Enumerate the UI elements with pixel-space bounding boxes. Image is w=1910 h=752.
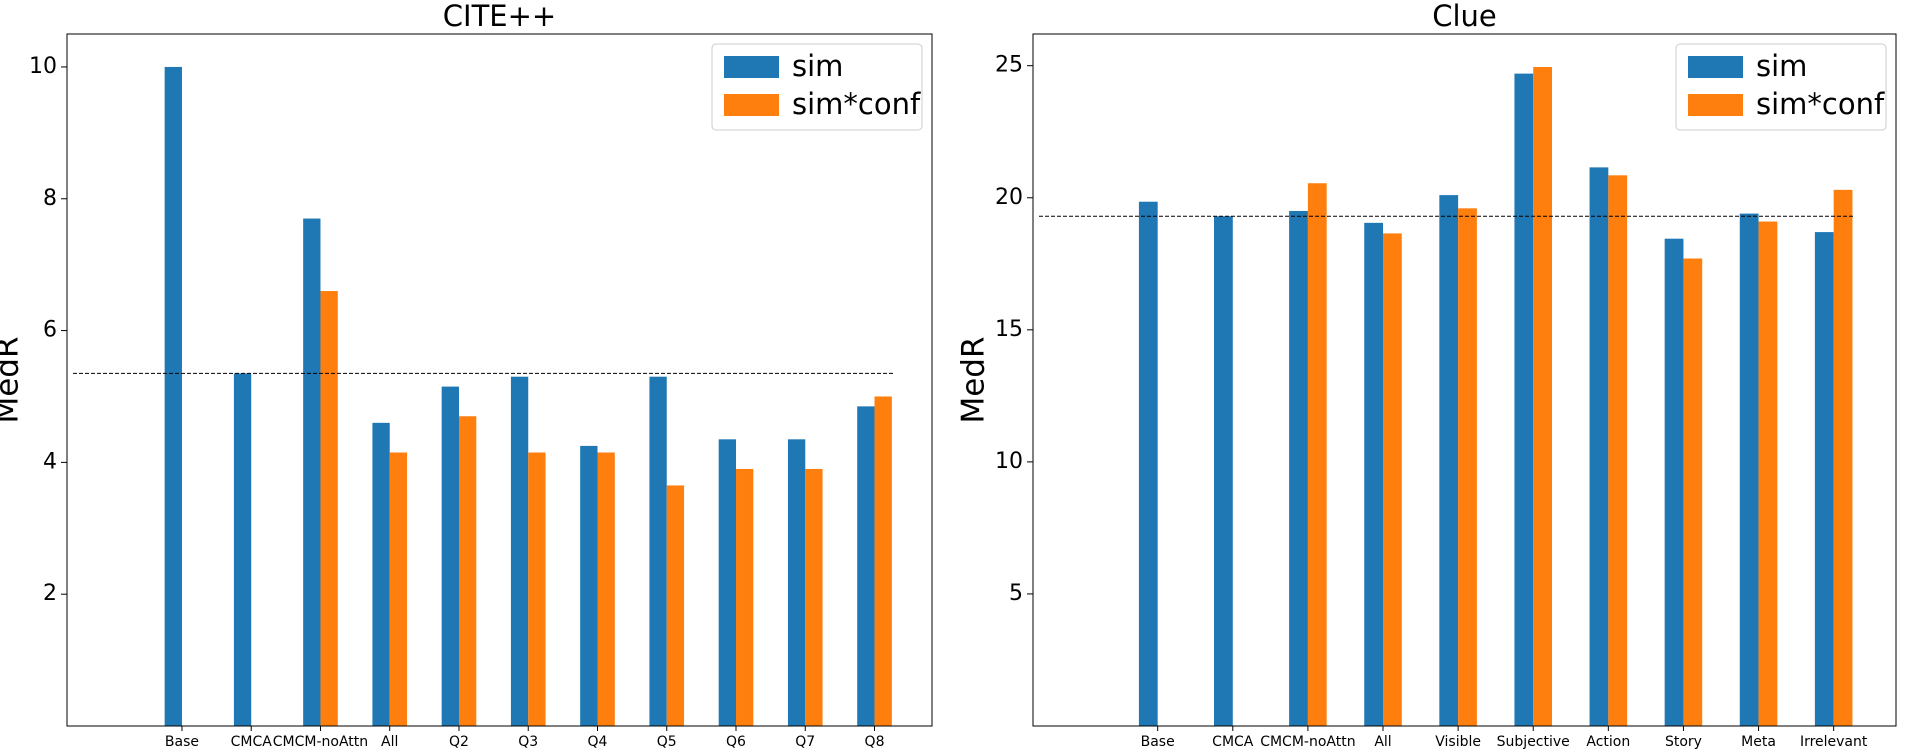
x-tick-label: CMCA <box>1212 734 1254 750</box>
bar <box>1814 232 1834 726</box>
x-tick-label: Q6 <box>726 734 746 750</box>
bar <box>458 416 477 726</box>
bar <box>1458 208 1477 726</box>
legend-swatch <box>724 94 779 116</box>
x-tick-label: Q2 <box>449 734 469 750</box>
y-tick-label: 10 <box>29 54 57 79</box>
bar <box>1439 195 1459 726</box>
bar <box>1833 189 1853 727</box>
y-tick-label: 5 <box>1009 581 1023 606</box>
x-tick-label: Base <box>165 734 199 750</box>
bar <box>303 218 321 727</box>
bar <box>1383 233 1402 726</box>
bar <box>597 452 615 726</box>
legend-label: sim <box>792 49 843 83</box>
x-tick-label: Visible <box>1435 734 1481 750</box>
x-tick-label: CMCM-noAttn <box>273 734 368 750</box>
y-tick-label: 25 <box>995 53 1023 78</box>
bar <box>787 439 806 726</box>
x-tick-label: Q8 <box>865 734 885 750</box>
bar <box>1289 210 1308 726</box>
legend-swatch <box>1688 56 1743 78</box>
bar <box>320 291 338 726</box>
y-tick-label: 10 <box>995 449 1023 474</box>
x-tick-label: Meta <box>1741 734 1776 750</box>
x-tick-label: Irrelevant <box>1800 734 1868 750</box>
y-tick-label: 6 <box>43 318 57 343</box>
bar <box>666 485 685 726</box>
x-tick-label: Q3 <box>518 734 538 750</box>
bar <box>649 376 667 726</box>
bar <box>1307 183 1327 726</box>
bar <box>528 452 546 726</box>
legend-label: sim*conf <box>1756 87 1885 121</box>
bar <box>718 439 737 726</box>
y-tick-label: 2 <box>43 581 57 606</box>
legend-swatch <box>724 56 779 78</box>
bar <box>510 376 529 726</box>
y-axis-label: MedR <box>956 336 992 423</box>
bar <box>736 468 754 726</box>
legend-swatch <box>1688 94 1743 116</box>
x-tick-label: Story <box>1665 734 1702 750</box>
x-tick-label: CMCA <box>231 734 273 750</box>
axes-frame <box>1032 33 1897 727</box>
x-tick-label: Q7 <box>795 734 815 750</box>
bar <box>1214 216 1233 727</box>
bar <box>857 406 875 726</box>
bar <box>1608 175 1628 726</box>
legend-label: sim <box>1756 49 1807 83</box>
y-axis-label: MedR <box>0 336 26 423</box>
bar <box>1138 201 1158 727</box>
bar <box>1514 73 1534 726</box>
bar <box>1683 258 1703 726</box>
bar <box>1364 222 1384 726</box>
x-tick-label: Subjective <box>1497 734 1570 750</box>
bar <box>1533 67 1553 727</box>
bar <box>164 66 182 726</box>
bar <box>1664 238 1684 727</box>
bar <box>580 445 598 726</box>
axes-frame <box>66 33 933 727</box>
chart-title: Clue <box>1432 0 1497 33</box>
x-tick-label: All <box>381 734 398 750</box>
chart-panel: Clue MedR 5 10 15 20 25 Base CMCA CMCM-noAttn All V… <box>956 0 1897 750</box>
bar <box>441 386 459 726</box>
x-tick-label: Q4 <box>588 734 608 750</box>
bar <box>372 422 390 726</box>
x-tick-label: Action <box>1586 734 1630 750</box>
bar <box>1739 213 1759 727</box>
x-tick-label: Base <box>1141 734 1175 750</box>
bar <box>1589 167 1609 726</box>
chart-panel: CITE++ MedR 2 4 6 8 10 Base CMCA CMCM-noAttn All Q2… <box>0 0 933 750</box>
chart-title: CITE++ <box>443 0 556 33</box>
x-tick-label: Q5 <box>657 734 677 750</box>
y-tick-label: 15 <box>995 317 1023 342</box>
x-tick-label: CMCM-noAttn <box>1260 734 1355 750</box>
legend-label: sim*conf <box>792 87 921 121</box>
bar <box>805 468 823 726</box>
bar <box>874 396 892 726</box>
x-tick-label: All <box>1374 734 1391 750</box>
bar <box>233 373 252 726</box>
y-tick-label: 8 <box>43 186 57 211</box>
y-tick-label: 20 <box>995 185 1023 210</box>
y-tick-label: 4 <box>43 449 57 474</box>
bar <box>389 452 408 726</box>
bar <box>1758 221 1778 726</box>
